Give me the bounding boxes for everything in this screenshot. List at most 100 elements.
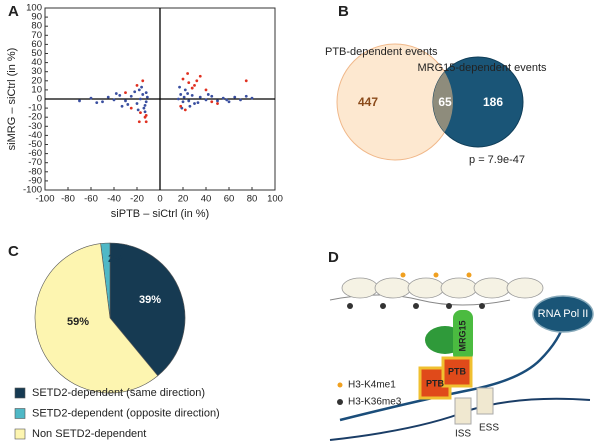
point: [129, 106, 133, 110]
point: [187, 81, 191, 85]
point: [186, 72, 190, 75]
legend-label: Non SETD2-dependent: [32, 428, 146, 440]
point: [244, 94, 248, 98]
legend-label: SETD2-dependent (opposite direction): [32, 407, 220, 419]
point: [193, 102, 196, 105]
point: [126, 103, 130, 106]
point: [204, 88, 208, 92]
set-label: PTB-dependent events: [325, 46, 438, 58]
point: [221, 96, 225, 100]
x-tick-label: -20: [130, 194, 144, 205]
y-tick-label: -30: [28, 121, 42, 132]
x-tick-label: 60: [224, 194, 235, 205]
point: [144, 100, 148, 104]
diagram-shapes: [329, 272, 594, 441]
x-tick-label: 80: [247, 194, 258, 205]
point: [112, 98, 116, 102]
point: [178, 85, 181, 89]
point: [139, 97, 142, 101]
point: [227, 100, 231, 104]
count-label: 65: [438, 95, 452, 109]
point: [210, 100, 214, 104]
point: [183, 108, 187, 112]
point: [135, 83, 139, 87]
point: [225, 98, 229, 102]
point: [118, 93, 122, 97]
point: [137, 120, 141, 124]
point: [190, 93, 194, 97]
point: [206, 93, 210, 96]
y-tick-label: 100: [26, 3, 42, 14]
point: [182, 95, 186, 99]
point: [198, 74, 202, 78]
x-tick-label: 0: [157, 194, 162, 205]
x-axis-label: siPTB – siCtrl (in %): [111, 208, 209, 220]
legend-k36me3: [337, 399, 343, 405]
y-tick-label: 90: [31, 12, 42, 23]
y-tick-label: 70: [31, 30, 42, 41]
point: [141, 93, 145, 96]
point: [196, 101, 200, 105]
pol-label: RNA Pol II: [538, 308, 589, 320]
y-tick-label: 40: [31, 57, 42, 68]
ptb-label: PTB: [426, 378, 445, 388]
legend-label: H3-K36me3: [348, 397, 402, 408]
y-tick-label: 60: [31, 39, 42, 50]
x-tick-label: -60: [84, 194, 98, 205]
point: [136, 108, 140, 112]
point: [101, 100, 104, 104]
x-tick-label: -100: [35, 194, 54, 205]
point: [95, 101, 99, 105]
legend-label: SETD2-dependent (same direction): [32, 387, 205, 399]
point: [133, 90, 137, 94]
point: [216, 99, 219, 103]
point: [139, 111, 142, 115]
point: [141, 79, 145, 83]
legend-swatch: [14, 428, 26, 440]
rna: [339, 319, 567, 422]
y-axis-label: siMRG – siCtrl (in %): [6, 48, 18, 151]
y-tick-label: 50: [31, 48, 42, 59]
point: [78, 99, 81, 103]
set-label: MRG15-dependent events: [417, 62, 547, 74]
legend-swatch: [14, 408, 26, 419]
y-tick-label: -50: [28, 139, 42, 150]
point: [145, 95, 149, 99]
k36me3-marks: [347, 303, 485, 309]
panel-label: B: [338, 3, 349, 20]
element-label: ESS: [479, 423, 499, 434]
point: [210, 94, 214, 98]
y-tick-label: 80: [31, 21, 42, 32]
point: [216, 102, 219, 105]
k4me1-dots: [400, 272, 472, 278]
point: [124, 99, 127, 103]
count-label: 186: [483, 95, 503, 109]
legend-k4me1: [337, 382, 343, 388]
y-tick-label: -20: [28, 112, 42, 123]
count-label: 447: [358, 95, 378, 109]
point: [106, 95, 110, 99]
panel-label: C: [8, 243, 19, 260]
value-label: 59%: [67, 316, 89, 328]
point: [142, 106, 146, 110]
value-label: 2%: [108, 253, 124, 265]
nucleosomes: [341, 277, 544, 299]
point: [195, 79, 199, 83]
y-tick-label: -100: [23, 185, 42, 196]
point: [187, 99, 191, 103]
point: [186, 92, 190, 95]
point: [143, 115, 147, 119]
point: [198, 95, 202, 99]
point: [244, 79, 248, 83]
point: [140, 85, 144, 89]
point: [135, 102, 139, 105]
mrg15: [453, 310, 473, 362]
x-tick-label: 20: [178, 194, 189, 205]
y-tick-label: -70: [28, 157, 42, 168]
point: [179, 104, 183, 108]
point: [137, 88, 141, 92]
point: [250, 96, 254, 100]
point: [124, 91, 127, 95]
pie-slice: [109, 242, 186, 377]
